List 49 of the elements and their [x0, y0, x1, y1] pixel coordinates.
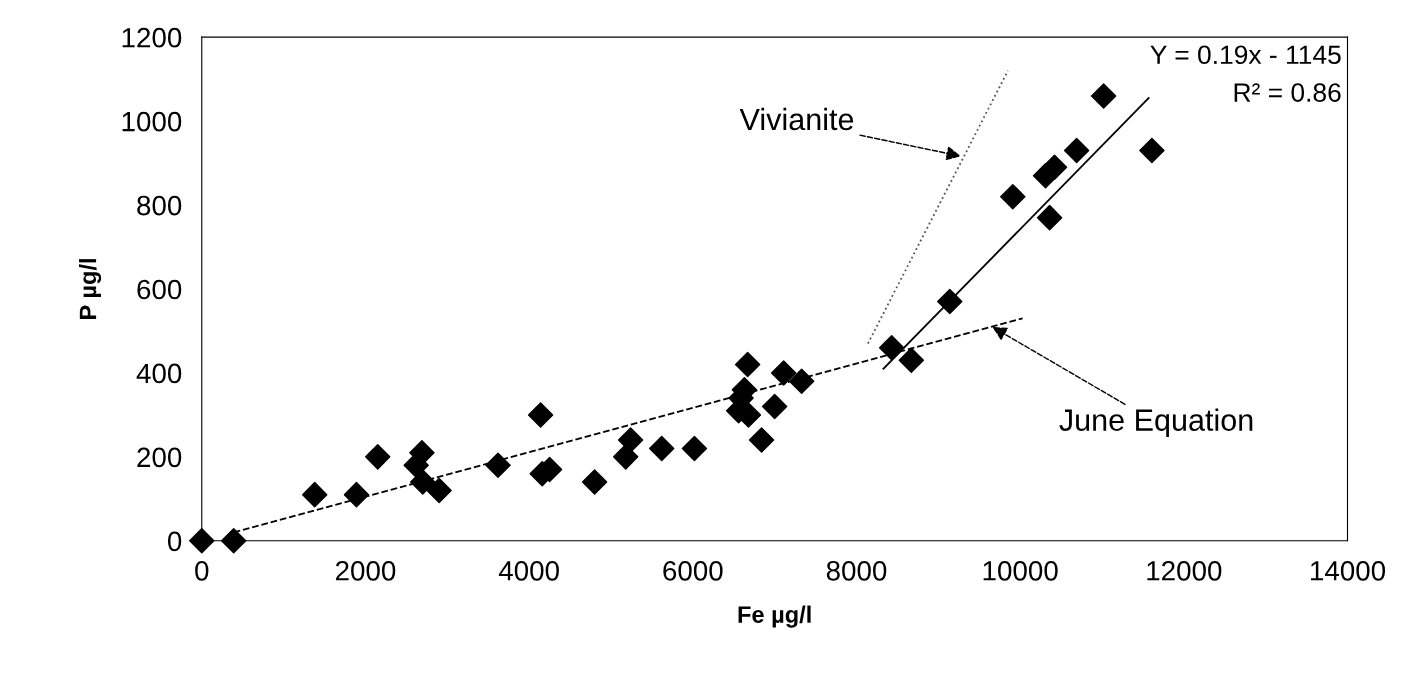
annotation: Y = 0.19x - 1145	[1150, 45, 1341, 65]
point	[426, 477, 452, 504]
x-tick-label: 10000	[983, 560, 1058, 581]
point	[878, 335, 905, 361]
point	[1090, 83, 1117, 109]
point	[1139, 137, 1165, 164]
point	[1000, 183, 1026, 210]
y-axis-title: P µg/l	[78, 259, 102, 319]
point	[788, 368, 815, 395]
point	[527, 402, 554, 428]
x-tick-label: 4000	[498, 560, 559, 581]
point	[301, 481, 328, 508]
x-tick-label: 2000	[335, 560, 396, 581]
x-tick-label: 12000	[1147, 560, 1222, 581]
annotation: Vivianite	[739, 107, 854, 131]
y-tick-label: 1000	[122, 111, 182, 132]
point	[937, 288, 963, 315]
annotation: June Equation	[1059, 408, 1253, 437]
x-tick-label: 14000	[1311, 560, 1386, 581]
point	[220, 528, 247, 554]
point	[1036, 204, 1063, 231]
point	[681, 435, 708, 462]
y-tick-label: 600	[137, 279, 182, 300]
point	[1063, 137, 1090, 164]
y-tick-label: 1200	[122, 27, 182, 48]
x-tick-label: 0	[195, 560, 209, 581]
point	[365, 444, 391, 470]
point	[485, 452, 511, 478]
point	[734, 351, 761, 378]
x-tick-label: 6000	[663, 560, 723, 581]
y-tick-label: 800	[137, 195, 182, 216]
annotation: R² = 0.86	[1234, 83, 1341, 102]
point	[1041, 154, 1068, 181]
point	[612, 444, 639, 470]
point	[648, 435, 675, 462]
x-tick-label: 8000	[826, 560, 887, 581]
y-tick-label: 200	[137, 447, 182, 468]
point	[617, 427, 644, 453]
point	[898, 347, 925, 374]
point	[410, 469, 436, 495]
point	[761, 393, 788, 420]
point	[581, 469, 608, 495]
y-tick-label: 400	[136, 363, 182, 384]
y-tick-label: 0	[167, 531, 182, 552]
point	[343, 481, 370, 508]
point	[748, 427, 775, 453]
point	[189, 528, 215, 554]
point	[770, 360, 797, 386]
x-axis-title: Fe µg/l	[738, 605, 811, 628]
